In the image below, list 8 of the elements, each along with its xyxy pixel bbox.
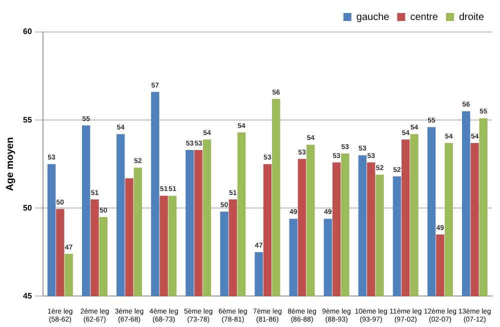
legend-label: gauche <box>356 12 390 23</box>
y-tick-label: 50 <box>22 203 32 212</box>
legend-label: centre <box>410 12 438 23</box>
legend-label: droite <box>458 12 484 23</box>
y-tick-label: 60 <box>22 27 32 36</box>
y-tick-label: 55 <box>22 115 32 124</box>
y-axis-title: Age moyen <box>4 137 16 192</box>
y-tick-label: 45 <box>22 291 32 300</box>
